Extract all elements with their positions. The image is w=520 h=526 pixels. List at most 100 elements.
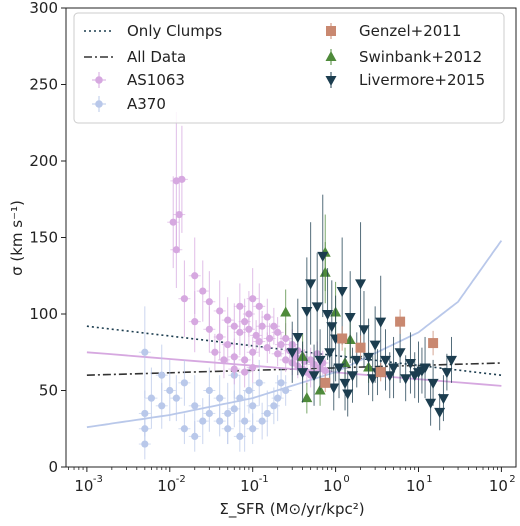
data-point <box>258 417 266 425</box>
legend-label: Livermore+2015 <box>359 71 485 89</box>
data-point <box>375 317 387 328</box>
data-point <box>286 348 298 359</box>
legend-entry-as1063: AS1063 <box>92 71 185 89</box>
data-point <box>236 328 244 336</box>
series-a370 <box>138 306 292 460</box>
x-tick-exponent: -3 <box>93 474 103 485</box>
data-point <box>245 325 253 333</box>
legend-box <box>73 12 505 124</box>
data-point <box>199 287 207 295</box>
data-point <box>249 363 257 372</box>
data-point <box>216 417 224 425</box>
data-point <box>395 316 406 327</box>
data-point <box>394 348 406 359</box>
legend-marker-swatch <box>325 51 337 61</box>
data-point <box>384 371 396 382</box>
series-genzel-2011 <box>320 309 439 393</box>
legend-entry-livermore-2015: Livermore+2015 <box>325 71 485 89</box>
data-point <box>292 332 304 343</box>
data-point <box>141 348 149 356</box>
data-point <box>263 313 271 321</box>
data-point <box>322 310 334 320</box>
x-tick-exponent: 2 <box>509 474 515 485</box>
data-point <box>324 348 336 359</box>
data-point <box>355 279 367 290</box>
data-point <box>158 371 166 379</box>
legend-entry-swinbank-2012: Swinbank+2012 <box>325 48 482 66</box>
legend-marker-swatch <box>95 76 103 84</box>
data-point <box>320 377 331 388</box>
legend-label: Swinbank+2012 <box>359 48 482 66</box>
y-tick-label: 50 <box>39 382 58 400</box>
legend-marker-swatch <box>95 100 103 108</box>
data-point <box>404 358 416 369</box>
data-point <box>380 355 392 366</box>
legend-label: A370 <box>127 95 166 113</box>
data-point <box>191 402 199 410</box>
data-point <box>445 355 457 366</box>
data-point <box>263 409 271 418</box>
data-point <box>326 322 338 333</box>
data-point <box>180 295 188 303</box>
x-tick-label: 10 <box>406 477 425 495</box>
data-point <box>400 374 412 385</box>
x-axis-ticks: 10 -3 10 -2 10 -1 10 0 10 1 10 2 <box>68 467 516 495</box>
data-point <box>211 348 219 356</box>
data-point <box>236 302 244 310</box>
data-point <box>434 407 446 418</box>
data-point <box>297 368 309 379</box>
data-point <box>205 409 213 418</box>
data-point <box>141 440 149 448</box>
data-point <box>205 386 213 395</box>
data-point <box>274 350 282 358</box>
data-point <box>282 386 290 395</box>
series-livermore-2015 <box>286 194 457 431</box>
data-point <box>266 334 274 343</box>
data-point <box>180 425 188 433</box>
data-point <box>241 368 249 376</box>
data-point <box>319 266 331 277</box>
data-point <box>249 425 257 433</box>
data-point <box>166 386 174 395</box>
data-point <box>363 352 375 363</box>
y-axis-label: σ (km s⁻¹) <box>8 200 26 276</box>
data-point <box>416 366 428 377</box>
data-point <box>270 322 278 330</box>
data-point <box>175 210 183 219</box>
legend-label: All Data <box>127 48 186 66</box>
data-point <box>224 425 232 433</box>
data-point <box>367 374 379 385</box>
data-point <box>216 333 224 341</box>
y-tick-label: 200 <box>29 152 58 170</box>
data-point <box>277 379 285 387</box>
legend-marker-swatch <box>325 76 337 86</box>
data-point <box>216 394 224 402</box>
x-tick-exponent: -2 <box>176 474 186 485</box>
legend: Only Clumps All Data AS1063 A370 Genzel+2011… <box>73 12 505 124</box>
data-point <box>358 325 370 336</box>
data-point <box>255 302 263 310</box>
data-point <box>280 306 292 317</box>
data-point <box>274 394 282 402</box>
y-tick-label: 100 <box>29 305 58 323</box>
data-point <box>180 379 188 387</box>
data-point <box>245 386 253 395</box>
data-points <box>138 112 457 460</box>
data-point <box>230 322 238 330</box>
data-point <box>172 246 180 254</box>
x-axis-label: Σ_SFR (M⊙/yr/kpc²) <box>219 500 364 519</box>
data-point <box>249 295 257 303</box>
legend-entry-a370: A370 <box>92 95 166 113</box>
y-tick-label: 0 <box>48 458 58 476</box>
data-point <box>205 325 213 333</box>
data-point <box>347 371 359 382</box>
data-point <box>337 333 348 344</box>
legend-entry-only-clumps: Only Clumps <box>84 22 222 40</box>
data-point <box>270 402 278 410</box>
x-tick-label: 10 <box>323 477 342 495</box>
data-point <box>301 306 313 317</box>
y-axis-ticks: 0 50 100 150 200 250 300 <box>29 0 66 476</box>
data-point <box>172 394 180 402</box>
data-point <box>230 365 238 373</box>
